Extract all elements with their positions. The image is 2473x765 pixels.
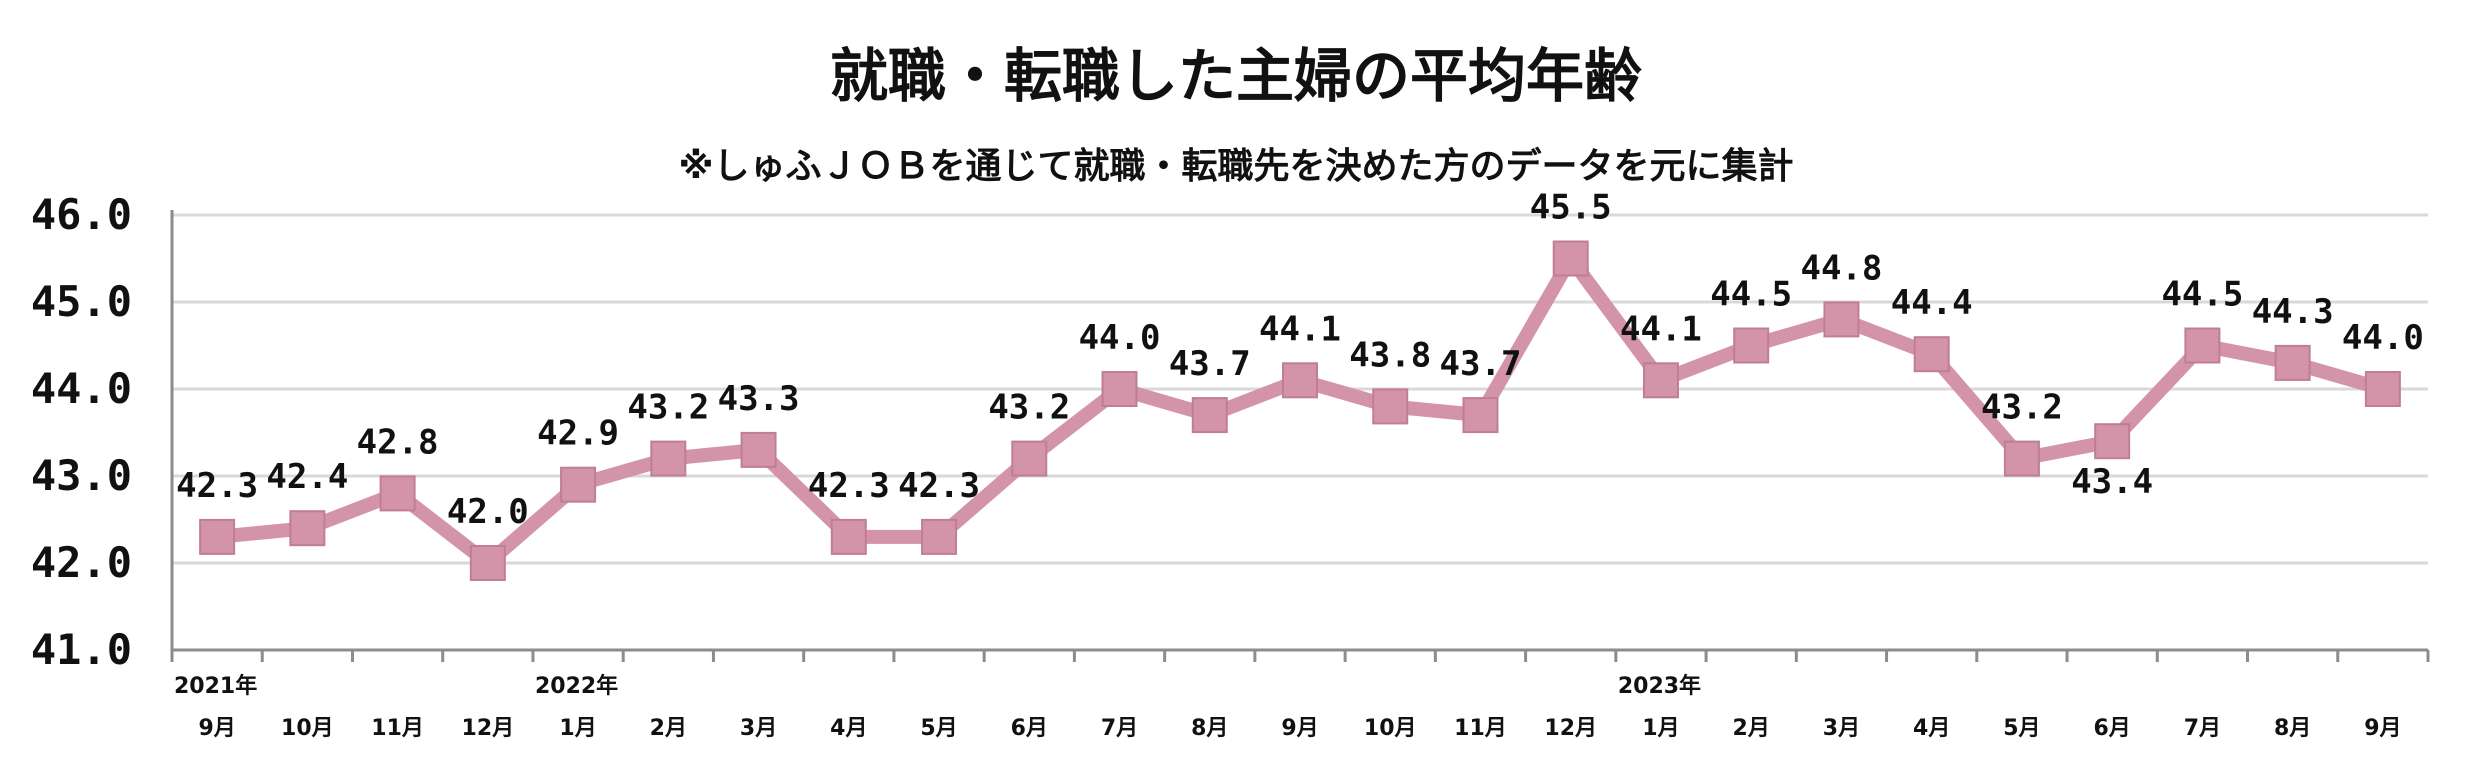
y-tick-label: 44.0 <box>31 364 132 413</box>
data-point <box>1372 388 1409 425</box>
data-point <box>1642 362 1679 399</box>
data-point <box>1101 371 1138 407</box>
x-tick-label: 1月 <box>559 716 596 741</box>
x-axis-ticks: 9月 10月 11月 12月 1月 2月 3月 4月 5月 6月 7月 8月 9月 10月 11月 12月 1月… <box>170 650 2430 741</box>
x-tick-label: 6月 <box>2094 716 2131 741</box>
x-tick-label: 11月 <box>371 716 424 741</box>
data-labels: 42.3 42.442.842.042.943.2 43.342.3 42.343.2… <box>176 188 2424 533</box>
y-tick-label: 45.0 <box>31 277 132 326</box>
data-label: 42.8 <box>357 422 439 462</box>
data-point <box>2184 327 2221 364</box>
data-label: 44.8 <box>1800 248 1882 288</box>
data-point <box>830 518 867 555</box>
data-label: 42.3 <box>176 466 258 506</box>
data-label: 44.3 <box>2252 292 2334 332</box>
x-tick-label: 10月 <box>281 716 334 741</box>
data-label: 44.0 <box>1079 318 1161 358</box>
data-point <box>1823 301 1860 338</box>
x-tick-label: 9月 <box>2364 716 2401 741</box>
x-tick-label: 9月 <box>198 716 235 741</box>
data-point <box>1733 327 1770 364</box>
data-point <box>469 545 506 581</box>
data-point <box>199 518 236 555</box>
x-tick-label: 1月 <box>1642 716 1679 741</box>
x-tick-label: 2月 <box>650 716 687 741</box>
x-tick-label: 8月 <box>2274 716 2311 741</box>
data-label: 42.9 <box>537 414 619 454</box>
data-label: 43.3 <box>718 379 800 419</box>
data-label: 43.2 <box>988 388 1070 428</box>
y-tick-label: 41.0 <box>31 625 132 674</box>
x-tick-label: 12月 <box>462 716 515 741</box>
data-label: 42.4 <box>266 457 348 497</box>
data-point <box>1282 362 1318 399</box>
x-tick-label: 8月 <box>1191 716 1228 741</box>
data-point <box>560 466 597 503</box>
data-point <box>2003 440 2040 477</box>
data-label: 44.5 <box>2161 275 2243 315</box>
data-label: 42.0 <box>447 492 529 532</box>
data-point <box>1913 336 1950 373</box>
data-point <box>2094 423 2131 460</box>
data-point <box>1462 397 1499 434</box>
data-label: 44.1 <box>1620 309 1702 349</box>
chart-title: 就職・転職した主婦の平均年齢 <box>830 42 1642 110</box>
x-tick-label: 7月 <box>1101 716 1138 741</box>
data-point <box>2364 371 2401 407</box>
data-point <box>921 518 958 555</box>
year-label: 2022年 <box>535 673 618 699</box>
data-point <box>1011 440 1048 477</box>
chart-subtitle: ※しゅふＪＯＢを通じて就職・転職先を決めた方のデータを元に集計 <box>679 145 1794 187</box>
data-point <box>740 431 777 468</box>
data-label: 43.8 <box>1349 335 1431 375</box>
x-tick-label: 5月 <box>920 716 957 741</box>
year-label: 2021年 <box>174 673 257 699</box>
data-point <box>2274 344 2311 381</box>
data-point <box>1191 397 1228 434</box>
data-label: 43.2 <box>627 388 709 428</box>
data-label: 42.3 <box>898 466 980 506</box>
data-label: 44.1 <box>1259 309 1341 349</box>
x-tick-label: 7月 <box>2184 716 2221 741</box>
x-tick-label: 12月 <box>1544 716 1597 741</box>
data-point <box>289 510 326 547</box>
data-label: 45.5 <box>1530 188 1612 228</box>
x-tick-label: 9月 <box>1281 716 1318 741</box>
data-label: 44.5 <box>1710 275 1792 315</box>
y-tick-label: 43.0 <box>31 451 132 500</box>
data-label: 43.7 <box>1169 344 1251 384</box>
x-tick-label: 4月 <box>830 716 867 741</box>
x-tick-label: 6月 <box>1011 716 1048 741</box>
data-label: 43.7 <box>1440 344 1522 384</box>
data-label: 44.4 <box>1891 283 1973 323</box>
x-tick-label: 10月 <box>1364 716 1417 741</box>
x-tick-label: 3月 <box>1823 716 1860 741</box>
data-label: 43.2 <box>1981 388 2063 428</box>
y-axis-ticks: 41.0 42.0 43.0 44.0 45.0 46.0 <box>31 190 132 674</box>
data-point <box>650 440 687 477</box>
data-label: 42.3 <box>808 466 890 506</box>
data-point <box>379 475 416 512</box>
x-tick-label: 11月 <box>1454 716 1507 741</box>
x-tick-label: 2月 <box>1733 716 1770 741</box>
year-label: 2023年 <box>1618 673 1701 699</box>
x-tick-label: 4月 <box>1913 716 1950 741</box>
axes <box>170 210 2428 652</box>
data-label: 43.4 <box>2071 462 2153 502</box>
y-tick-label: 46.0 <box>31 190 132 239</box>
data-point <box>1552 240 1589 277</box>
data-markers <box>199 240 2401 581</box>
data-label: 44.0 <box>2342 318 2424 358</box>
x-tick-label: 5月 <box>2003 716 2040 741</box>
y-tick-label: 42.0 <box>31 538 132 587</box>
x-tick-label: 3月 <box>740 716 777 741</box>
